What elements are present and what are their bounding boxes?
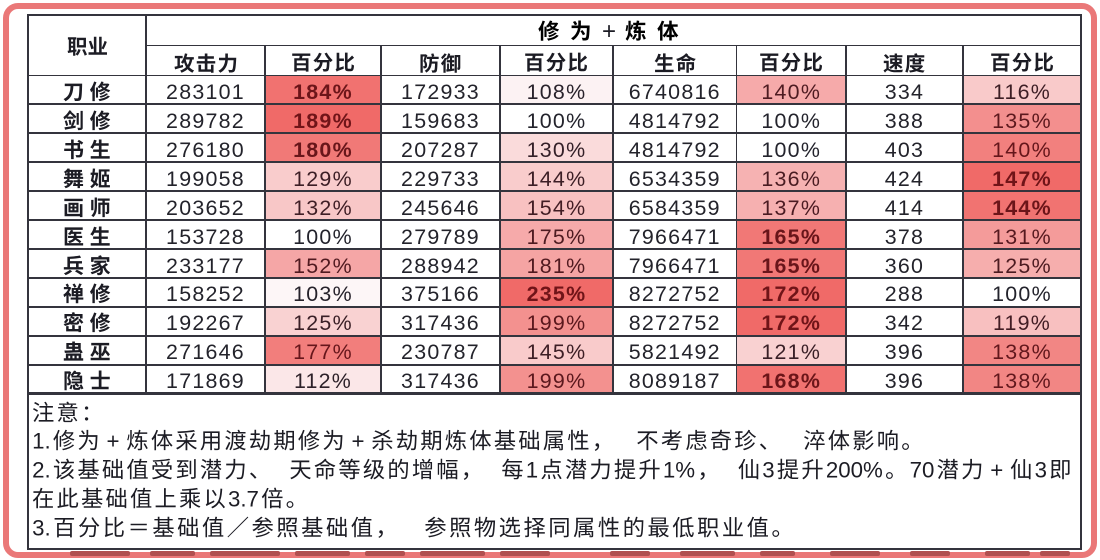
svg-text:1: 1 <box>526 458 538 483</box>
svg-text:3: 3 <box>762 458 774 483</box>
svg-text:3.7: 3.7 <box>228 487 259 512</box>
svg-text:3.: 3. <box>32 516 51 541</box>
svg-text:200%: 200% <box>826 458 883 483</box>
svg-text:+: + <box>107 429 120 454</box>
svg-text:1%: 1% <box>663 458 695 483</box>
svg-text:1.: 1. <box>32 429 51 454</box>
svg-text:+: + <box>990 458 1003 483</box>
svg-text:70: 70 <box>910 458 935 483</box>
svg-text:2.: 2. <box>32 458 51 483</box>
svg-text:+: + <box>351 429 364 454</box>
svg-text:+: + <box>602 19 616 44</box>
svg-text:3: 3 <box>1035 458 1047 483</box>
